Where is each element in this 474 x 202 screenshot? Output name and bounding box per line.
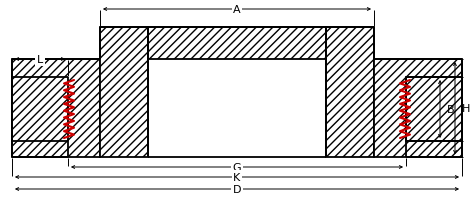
Text: B: B [447, 104, 455, 115]
Text: G: G [233, 162, 241, 172]
Polygon shape [326, 28, 374, 157]
Polygon shape [100, 28, 148, 157]
Polygon shape [12, 78, 68, 141]
Polygon shape [12, 60, 100, 157]
Text: H: H [462, 103, 470, 114]
Polygon shape [406, 78, 462, 141]
Text: A: A [233, 5, 241, 15]
Polygon shape [148, 28, 326, 60]
Text: L: L [37, 55, 43, 65]
Polygon shape [374, 60, 462, 157]
Text: D: D [233, 184, 241, 194]
Text: K: K [233, 172, 241, 182]
